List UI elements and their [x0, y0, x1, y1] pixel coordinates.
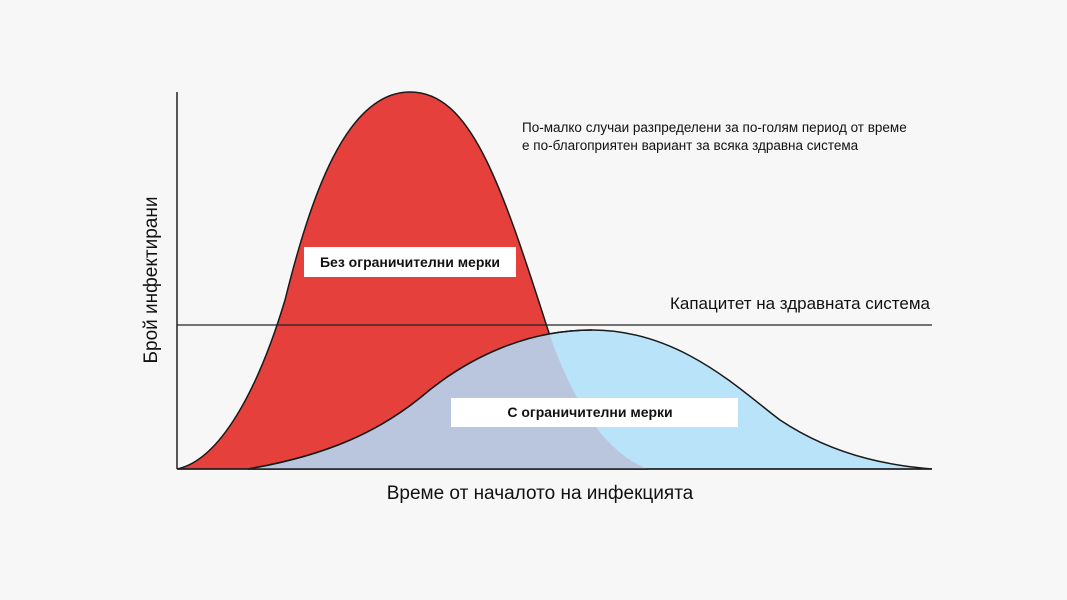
with-measures-label-box [451, 398, 738, 427]
note-line-1: По-малко случаи разпределени за по-голям… [522, 120, 907, 135]
y-axis-label: Брой инфектирани [141, 197, 162, 364]
no-measures-label-box [304, 247, 516, 277]
with-measures-label: С ограничителни мерки [507, 404, 672, 420]
note-line-2: е по-благоприятен вариант за всяка здрав… [522, 138, 859, 153]
capacity-label: Капацитет на здравната система [670, 294, 931, 313]
x-axis-label: Време от началото на инфекцията [387, 483, 694, 504]
no-measures-label: Без ограничителни мерки [320, 254, 500, 270]
overlap-edge [247, 329, 593, 470]
